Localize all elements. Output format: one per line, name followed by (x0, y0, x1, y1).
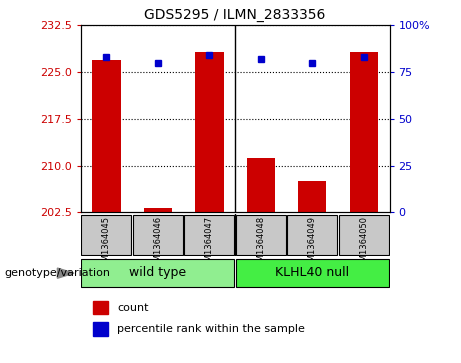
Text: wild type: wild type (130, 266, 186, 279)
FancyBboxPatch shape (339, 215, 389, 255)
FancyBboxPatch shape (287, 215, 337, 255)
FancyBboxPatch shape (184, 215, 234, 255)
Polygon shape (57, 268, 74, 278)
Text: count: count (117, 303, 148, 313)
Text: GSM1364050: GSM1364050 (359, 216, 368, 272)
Bar (247, 158, 275, 212)
Bar (144, 208, 172, 212)
Text: percentile rank within the sample: percentile rank within the sample (117, 324, 305, 334)
Text: GSM1364048: GSM1364048 (256, 216, 266, 272)
FancyBboxPatch shape (133, 215, 183, 255)
Text: GSM1364049: GSM1364049 (308, 216, 317, 272)
FancyBboxPatch shape (82, 215, 131, 255)
FancyBboxPatch shape (236, 215, 286, 255)
Bar (92, 60, 121, 212)
Text: genotype/variation: genotype/variation (5, 268, 111, 278)
Bar (349, 52, 378, 212)
Bar (298, 181, 326, 212)
Bar (93, 301, 108, 314)
Text: GSM1364045: GSM1364045 (102, 216, 111, 272)
Title: GDS5295 / ILMN_2833356: GDS5295 / ILMN_2833356 (144, 8, 326, 22)
FancyBboxPatch shape (82, 259, 234, 287)
Bar (195, 52, 224, 212)
Bar (93, 322, 108, 335)
Text: GSM1364047: GSM1364047 (205, 216, 214, 272)
Text: KLHL40 null: KLHL40 null (275, 266, 349, 279)
FancyBboxPatch shape (236, 259, 389, 287)
Text: GSM1364046: GSM1364046 (154, 216, 162, 272)
